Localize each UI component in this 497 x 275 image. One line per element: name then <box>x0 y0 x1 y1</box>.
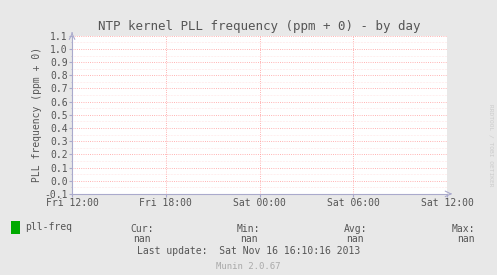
Text: Avg:: Avg: <box>343 224 367 234</box>
Text: Max:: Max: <box>451 224 475 234</box>
Text: Last update:  Sat Nov 16 16:10:16 2013: Last update: Sat Nov 16 16:10:16 2013 <box>137 246 360 256</box>
Text: Munin 2.0.67: Munin 2.0.67 <box>216 262 281 271</box>
Text: pll-freq: pll-freq <box>25 222 72 232</box>
Text: nan: nan <box>457 234 475 244</box>
Text: Min:: Min: <box>237 224 260 234</box>
Text: nan: nan <box>133 234 151 244</box>
Text: RRDTOOL / TOBI OETIKER: RRDTOOL / TOBI OETIKER <box>489 104 494 187</box>
Text: Cur:: Cur: <box>130 224 154 234</box>
Text: nan: nan <box>240 234 257 244</box>
Title: NTP kernel PLL frequency (ppm + 0) - by day: NTP kernel PLL frequency (ppm + 0) - by … <box>98 20 421 33</box>
Text: nan: nan <box>346 234 364 244</box>
Y-axis label: PLL frequency (ppm + 0): PLL frequency (ppm + 0) <box>32 47 42 182</box>
